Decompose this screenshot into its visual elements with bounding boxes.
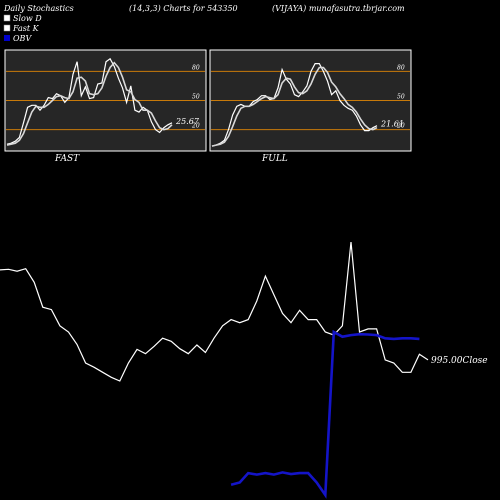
- close-value: 995.00: [431, 356, 463, 366]
- legend-label-obv: OBV: [13, 34, 32, 43]
- full-level-label-50: 50: [397, 94, 405, 101]
- fast-level-label-80: 80: [192, 64, 200, 71]
- legend-swatch-slow-d: [4, 15, 10, 21]
- legend-label-slow-d: Slow D: [13, 14, 42, 23]
- fast-panel-label: FAST: [54, 154, 80, 164]
- legend-swatch-fast-k: [4, 25, 10, 31]
- price-panel-background: [0, 172, 500, 500]
- legend-swatch-obv: [4, 35, 10, 41]
- header-source: (VIJAYA) munafasutra.tbrjar.com: [272, 4, 405, 13]
- fast-last-value: 25.67: [175, 117, 200, 126]
- full-panel-label: FULL: [261, 154, 288, 164]
- full-last-value: 21.61: [380, 120, 404, 129]
- close-value-label: 995.00Close: [431, 356, 488, 366]
- header-title: Daily Stochastics: [3, 4, 74, 13]
- full-level-label-80: 80: [397, 64, 405, 71]
- close-suffix: Close: [463, 356, 488, 366]
- legend-label-fast-k: Fast K: [12, 24, 40, 33]
- header-params: (14,3,3) Charts for 543350: [129, 4, 238, 13]
- price-obv-panel: 995.00Close: [0, 172, 500, 500]
- fast-level-label-50: 50: [192, 94, 200, 101]
